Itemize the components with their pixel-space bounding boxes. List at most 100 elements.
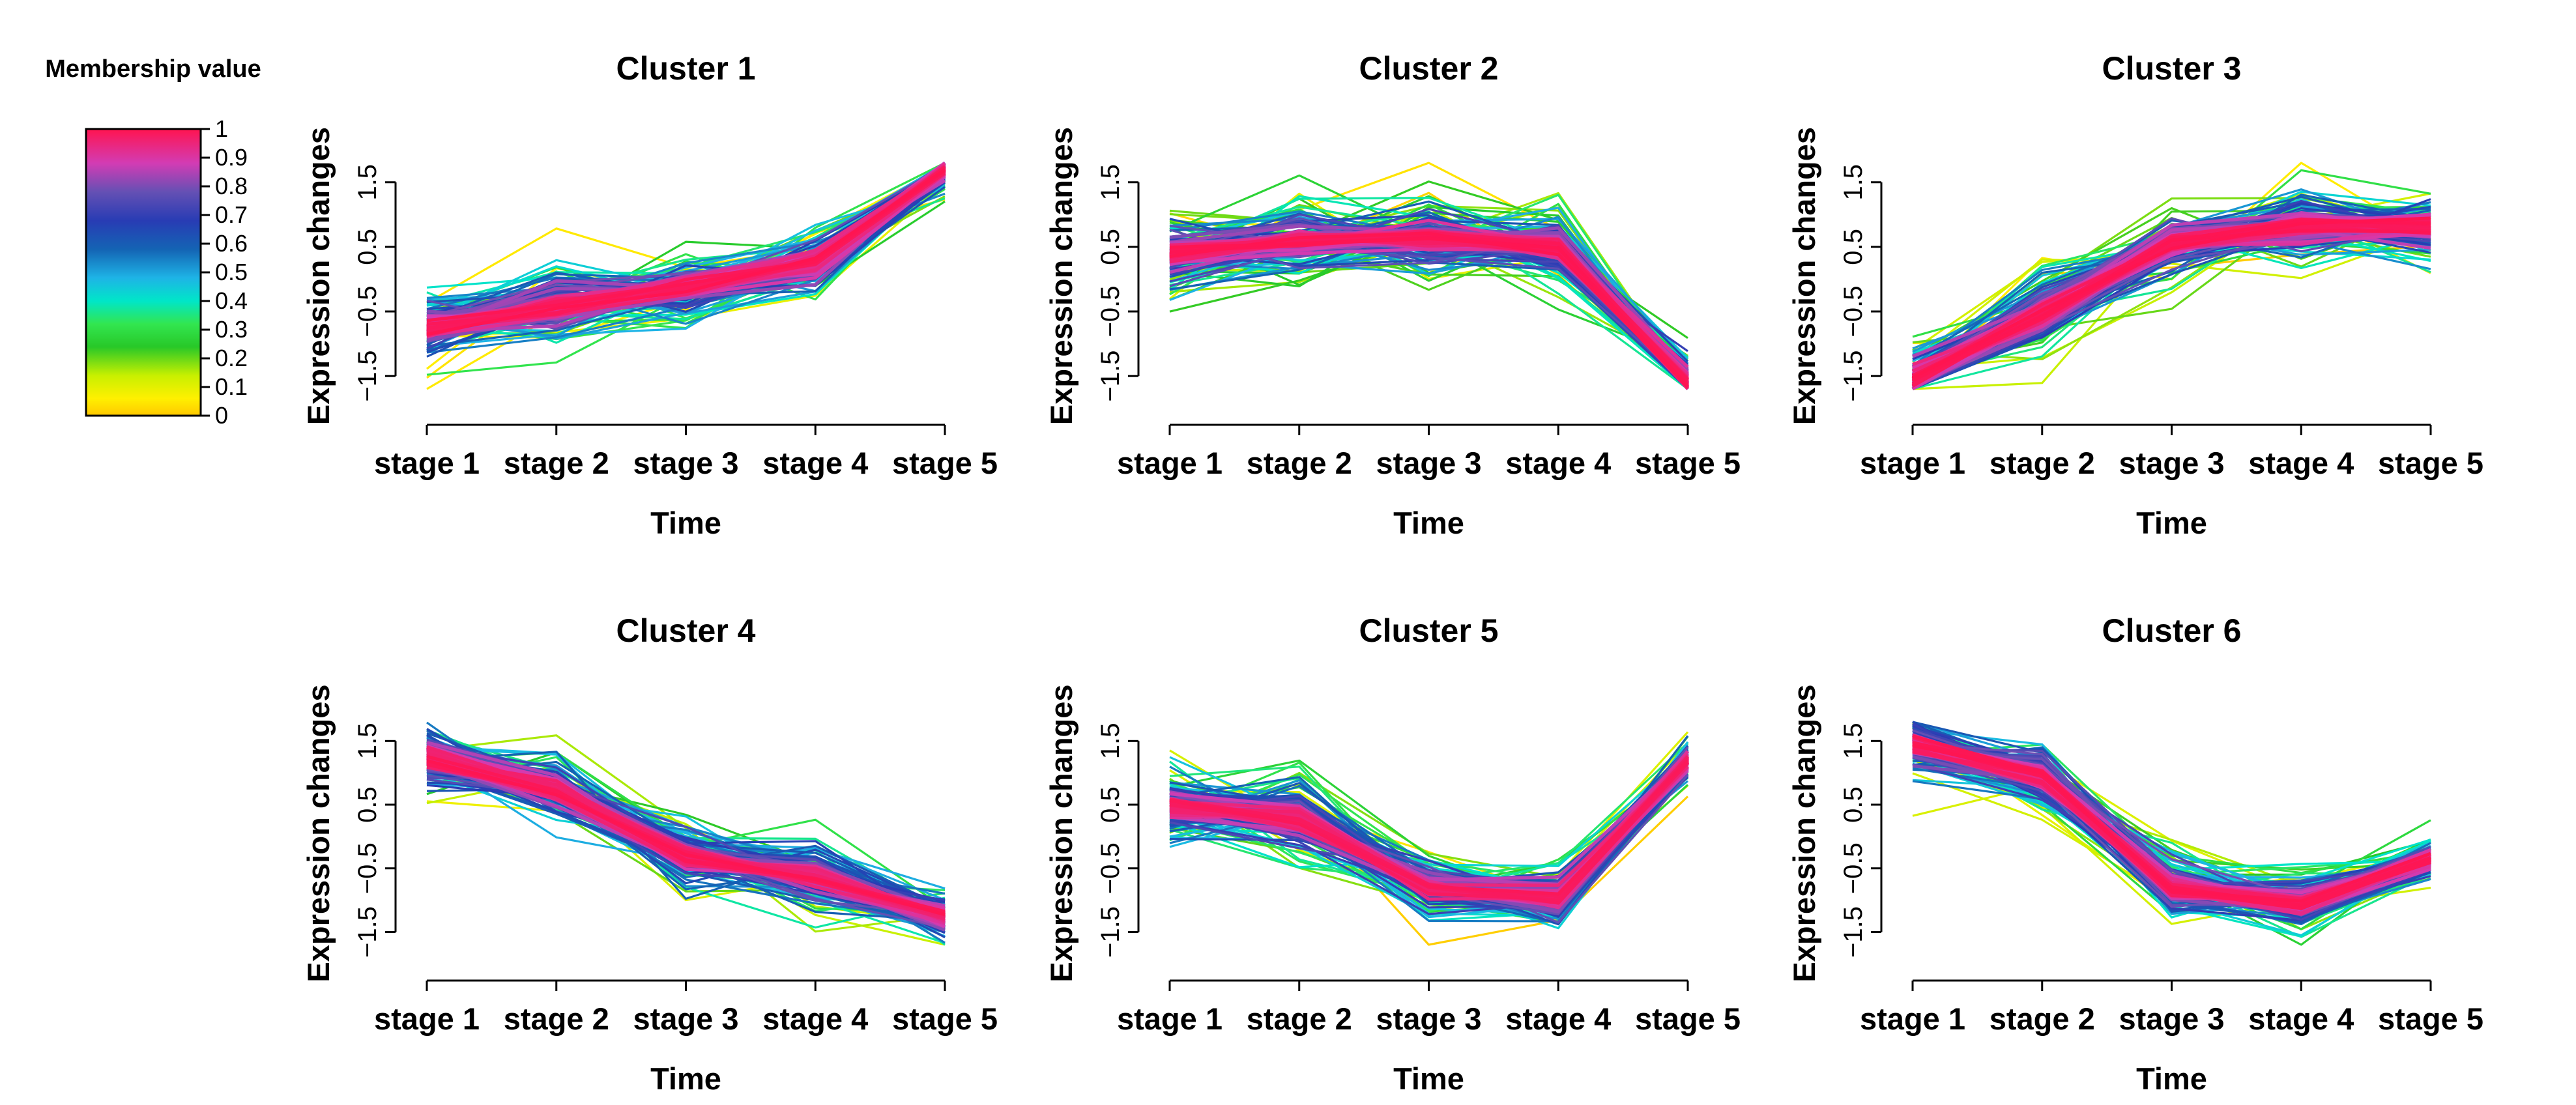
y-axis-label: Expression changes xyxy=(1044,684,1078,982)
membership-legend: Membership value 00.10.20.30.40.50.60.70… xyxy=(45,55,261,429)
x-tick-label: stage 3 xyxy=(633,1001,739,1036)
x-tick-label: stage 3 xyxy=(2119,1001,2225,1036)
panel-title: Cluster 6 xyxy=(2102,612,2242,649)
cluster-1-panel: Cluster 1 −1.5 −0.5 0.5 1.5 Expression change… xyxy=(301,50,998,540)
y-tick-label: −0.5 xyxy=(1096,842,1125,894)
legend-tick-label: 0.7 xyxy=(215,201,248,228)
legend-tick-label: 1 xyxy=(215,115,228,142)
x-tick-label: stage 5 xyxy=(892,1001,998,1036)
y-tick-label: 1.5 xyxy=(353,723,382,760)
y-tick-label: 1.5 xyxy=(1839,723,1868,760)
gene-profile-line xyxy=(1911,216,2431,379)
x-tick-label: stage 1 xyxy=(1860,446,1965,480)
x-tick-label: stage 5 xyxy=(1635,1001,1741,1036)
gene-profile-line xyxy=(1169,248,1689,385)
y-axis-label: Expression changes xyxy=(301,127,336,425)
y-tick-label: 1.5 xyxy=(1839,164,1868,201)
y-axis-label: Expression changes xyxy=(301,684,336,982)
y-tick-label: −1.5 xyxy=(1096,351,1125,402)
y-tick-label: −0.5 xyxy=(1839,286,1868,337)
legend-tick-label: 0.4 xyxy=(215,287,248,314)
gene-profile-line xyxy=(1912,169,2431,338)
x-tick-label: stage 2 xyxy=(504,446,609,480)
legend-tick-label: 0.8 xyxy=(215,173,248,199)
legend-color-bar xyxy=(85,128,202,417)
cluster-6-panel: Cluster 6 −1.5 −0.5 0.5 1.5 Expression change… xyxy=(1787,612,2483,1096)
gene-profile-line xyxy=(426,758,946,916)
x-tick-label: stage 1 xyxy=(1117,1001,1223,1036)
panel-title: Cluster 3 xyxy=(2102,50,2242,87)
y-tick-label: −1.5 xyxy=(353,906,382,958)
series-lines xyxy=(426,161,946,390)
legend-ticks: 00.10.20.30.40.50.60.70.80.91 xyxy=(201,115,248,429)
y-tick-label: −1.5 xyxy=(1839,351,1868,402)
legend-tick-label: 0.1 xyxy=(215,373,248,400)
y-tick-label: −0.5 xyxy=(353,286,382,337)
x-tick-label: stage 5 xyxy=(2378,1001,2483,1036)
y-axis-label: Expression changes xyxy=(1787,127,1821,425)
legend-tick-label: 0.2 xyxy=(215,345,248,371)
y-tick-label: 0.5 xyxy=(1096,786,1125,823)
x-tick-label: stage 3 xyxy=(2119,446,2225,480)
x-axis-label: Time xyxy=(2136,506,2207,540)
x-axis-label: Time xyxy=(1393,1061,1464,1096)
y-tick-label: −0.5 xyxy=(1839,842,1868,894)
cluster-3-panel: Cluster 3 −1.5 −0.5 0.5 1.5 Expression change… xyxy=(1787,50,2483,540)
x-axis-label: Time xyxy=(1393,506,1464,540)
gene-profile-line xyxy=(426,168,946,336)
x-tick-label: stage 4 xyxy=(2248,1001,2354,1036)
x-tick-label: stage 1 xyxy=(374,446,480,480)
x-tick-label: stage 2 xyxy=(504,1001,609,1036)
y-tick-label: −1.5 xyxy=(1839,906,1868,958)
x-tick-label: stage 1 xyxy=(374,1001,480,1036)
legend-tick-label: 0 xyxy=(215,402,228,429)
cluster-4-panel: Cluster 4 −1.5 −0.5 0.5 1.5 Expression change… xyxy=(301,612,998,1096)
gene-profile-line xyxy=(1169,237,1689,387)
x-tick-label: stage 2 xyxy=(1247,1001,1352,1036)
gene-profile-line xyxy=(426,169,946,323)
x-tick-label: stage 4 xyxy=(1505,1001,1611,1036)
panel-title: Cluster 2 xyxy=(1359,50,1499,87)
x-axis-label: Time xyxy=(650,506,721,540)
x-tick-label: stage 3 xyxy=(1376,446,1482,480)
gene-profile-line xyxy=(1912,744,2431,903)
series-lines xyxy=(1912,721,2432,946)
legend-tick-label: 0.9 xyxy=(215,144,248,171)
x-tick-label: stage 4 xyxy=(762,1001,868,1036)
y-tick-label: 1.5 xyxy=(353,164,382,201)
y-tick-label: −0.5 xyxy=(1096,286,1125,337)
panel-title: Cluster 4 xyxy=(616,612,756,649)
legend-tick-label: 0.5 xyxy=(215,259,248,285)
y-axis-label: Expression changes xyxy=(1044,127,1078,425)
series-lines xyxy=(426,721,946,946)
y-tick-label: 0.5 xyxy=(353,786,382,823)
y-tick-label: −1.5 xyxy=(1096,906,1125,958)
y-tick-label: 1.5 xyxy=(1096,723,1125,760)
x-tick-label: stage 3 xyxy=(633,446,739,480)
series-lines xyxy=(1911,162,2431,391)
x-tick-label: stage 2 xyxy=(1990,1001,2095,1036)
x-tick-label: stage 5 xyxy=(892,446,998,480)
legend-tick-label: 0.3 xyxy=(215,316,248,343)
series-lines xyxy=(1169,731,1689,946)
panel-title: Cluster 1 xyxy=(616,50,756,87)
x-tick-label: stage 1 xyxy=(1117,446,1223,480)
x-tick-label: stage 5 xyxy=(1635,446,1741,480)
x-tick-label: stage 2 xyxy=(1990,446,2095,480)
y-tick-label: −0.5 xyxy=(353,842,382,894)
y-tick-label: 1.5 xyxy=(1096,164,1125,201)
gene-profile-line xyxy=(1169,761,1689,905)
y-tick-label: 0.5 xyxy=(1096,229,1125,265)
legend-title: Membership value xyxy=(45,55,261,83)
y-tick-label: 0.5 xyxy=(1839,786,1868,823)
x-tick-label: stage 4 xyxy=(2248,446,2354,480)
x-tick-label: stage 4 xyxy=(1505,446,1611,480)
x-tick-label: stage 3 xyxy=(1376,1001,1482,1036)
x-axis-label: Time xyxy=(650,1061,721,1096)
series-lines xyxy=(1168,162,1689,390)
y-tick-label: 0.5 xyxy=(353,229,382,265)
gene-profile-line xyxy=(1169,759,1689,896)
x-tick-label: stage 5 xyxy=(2378,446,2483,480)
cluster-5-panel: Cluster 5 −1.5 −0.5 0.5 1.5 Expression change… xyxy=(1044,612,1741,1096)
